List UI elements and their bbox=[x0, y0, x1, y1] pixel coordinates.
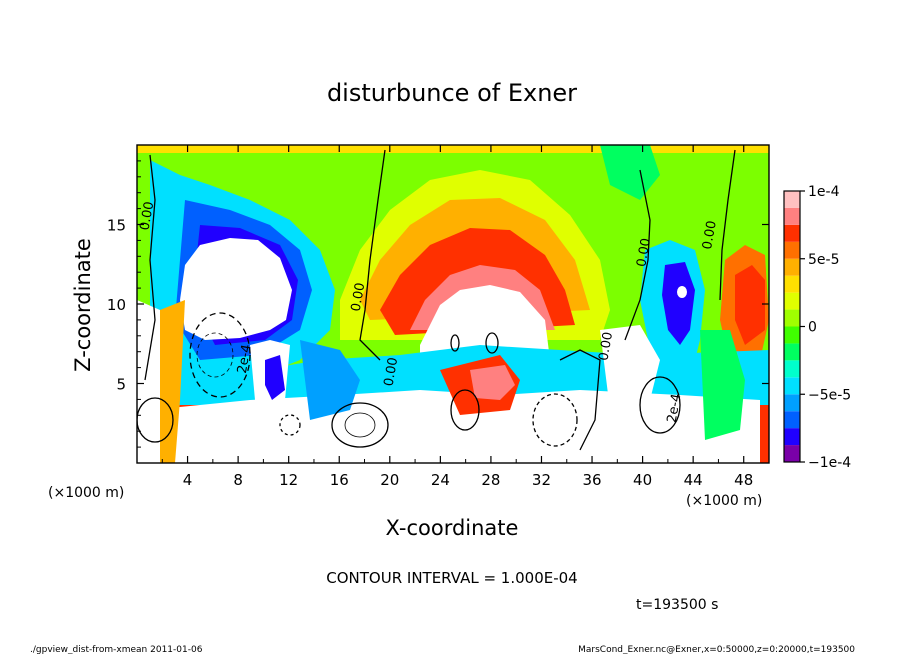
colorbar-swatch bbox=[784, 309, 800, 327]
colorbar-swatch bbox=[784, 360, 800, 378]
colorbar bbox=[783, 190, 801, 463]
colorbar-swatch bbox=[784, 377, 800, 395]
colorbar-swatch bbox=[784, 191, 800, 208]
chart-title: disturbunce of Exner bbox=[327, 79, 577, 107]
x-tick-label: 12 bbox=[279, 471, 298, 489]
colorbar-swatch bbox=[784, 411, 800, 429]
contour-label-group: 0.00 0.00 0.00 0.00 0.00 0.00 2e-4 2e-4 bbox=[138, 200, 720, 424]
colorbar-swatch bbox=[784, 224, 800, 242]
colorbar-swatch bbox=[784, 275, 800, 293]
x-tick-label: 32 bbox=[532, 471, 551, 489]
colorbar-tick-label: −1e-4 bbox=[808, 455, 851, 471]
colorbar-swatch bbox=[784, 445, 800, 462]
contour-interval-text: CONTOUR INTERVAL = 1.000E-04 bbox=[326, 569, 577, 587]
y-tick-label: 10 bbox=[107, 296, 126, 314]
contour-label: 0.00 bbox=[596, 331, 616, 362]
colorbar-swatch bbox=[784, 343, 800, 361]
contour-label: 0.00 bbox=[138, 200, 158, 231]
colorbar-swatch bbox=[784, 326, 800, 344]
colorbar-tick-label: 5e-5 bbox=[808, 252, 839, 268]
y-axis-label: Z-coordinate bbox=[71, 238, 95, 372]
x-tick-label: 24 bbox=[431, 471, 450, 489]
contour-label: 2e-4 bbox=[665, 393, 685, 424]
colorbar-swatch bbox=[784, 394, 800, 412]
time-label: t=193500 s bbox=[636, 597, 718, 613]
colorbar-tick-label: −5e-5 bbox=[808, 387, 851, 403]
contour-label: 0.00 bbox=[700, 220, 720, 251]
footer-left: ./gpview_dist-from-xmean 2011-01-06 bbox=[30, 645, 203, 654]
contour-lines bbox=[137, 149, 736, 451]
x-tick-label: 4 bbox=[183, 471, 193, 489]
colorbar-ticks: 1e-4 5e-5 0 −5e-5 −1e-4 bbox=[800, 184, 851, 471]
x-tick-label: 8 bbox=[233, 471, 243, 489]
contour-label: 2e-4 bbox=[235, 343, 255, 374]
x-tick-label: 20 bbox=[380, 471, 399, 489]
x-tick-label: 48 bbox=[734, 471, 753, 489]
colorbar-tick-label: 1e-4 bbox=[808, 184, 840, 200]
colorbar-swatch bbox=[784, 292, 800, 310]
x-axis-label: X-coordinate bbox=[386, 516, 519, 540]
x-unit-label-left: (×1000 m) bbox=[48, 485, 124, 501]
colorbar-swatch bbox=[784, 258, 800, 276]
x-tick-label: 28 bbox=[481, 471, 500, 489]
colorbar-swatch bbox=[784, 207, 800, 225]
colorbar-swatch bbox=[784, 428, 800, 446]
y-axis: 5 10 15 bbox=[107, 160, 769, 448]
x-unit-label-right: (×1000 m) bbox=[686, 493, 762, 509]
y-tick-label: 5 bbox=[116, 376, 126, 394]
footer-right: MarsCond_Exner.nc@Exner,x=0:50000,z=0:20… bbox=[578, 645, 855, 654]
x-tick-label: 44 bbox=[684, 471, 703, 489]
contour-label: 0.00 bbox=[349, 282, 369, 313]
y-tick-label: 15 bbox=[107, 217, 126, 235]
contour-label: 0.00 bbox=[634, 237, 654, 268]
x-tick-label: 16 bbox=[330, 471, 349, 489]
colorbar-tick-label: 0 bbox=[808, 320, 817, 336]
x-tick-label: 40 bbox=[633, 471, 652, 489]
x-axis: 4 8 12 16 20 24 28 32 36 40 44 48 bbox=[161, 145, 753, 489]
colorbar-swatch bbox=[784, 241, 800, 259]
contour-label: 0.00 bbox=[381, 356, 401, 387]
heatmap-field bbox=[137, 145, 769, 463]
x-tick-label: 36 bbox=[582, 471, 601, 489]
